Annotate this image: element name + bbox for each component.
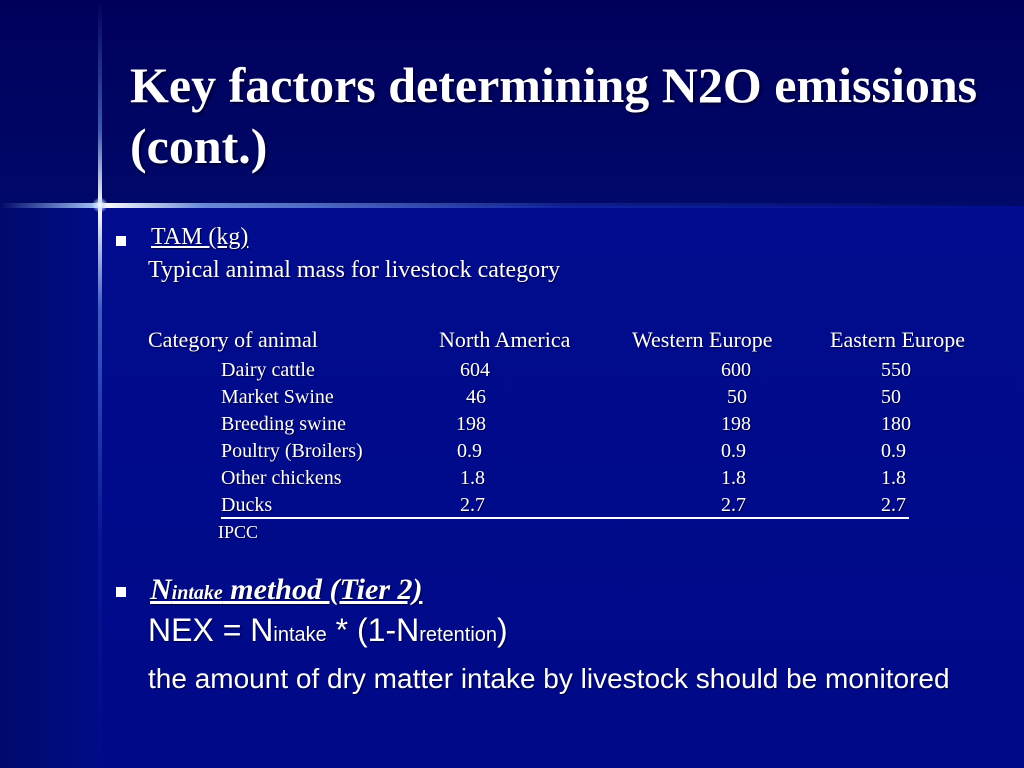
formula-mid: * (1-N [326,612,420,648]
bullet-square-icon [116,587,126,597]
nintake-heading-n: N [150,573,172,606]
formula-end: ) [497,612,508,648]
table-header-western-europe: Western Europe [632,327,773,352]
table-cell-category: Ducks [221,494,273,516]
table-cell-north-america: 604 [460,359,490,381]
nintake-heading-sub: intake [171,582,223,604]
table-cell-eastern-europe: 50 [881,386,901,408]
vertical-light-streak [98,0,102,768]
table-cell-eastern-europe: 550 [881,359,911,381]
table-cell-north-america: 46 [466,386,486,408]
table-cell-category: Other chickens [221,467,342,489]
table-cell-north-america: 0.9 [457,440,482,462]
nintake-heading-rest: method (Tier 2) [222,573,423,606]
table-cell-eastern-europe: 1.8 [881,467,906,489]
table-cell-north-america: 1.8 [460,467,485,489]
tam-heading: TAM (kg) [151,224,249,250]
table-source: IPCC [218,522,259,542]
left-band [0,206,100,768]
formula-sub-intake: intake [273,624,327,646]
table-cell-eastern-europe: 2.7 [881,494,906,516]
table-cell-category: Dairy cattle [221,359,315,381]
table-cell-western-europe: 198 [721,413,751,435]
table-cell-western-europe: 1.8 [721,467,746,489]
table-cell-north-america: 2.7 [460,494,485,516]
table-header-north-america: North America [439,327,571,352]
sparkle-icon [92,197,108,213]
bullet-square-icon [116,236,126,246]
nintake-heading: Nintake method (Tier 2) [150,573,422,607]
table-cell-eastern-europe: 180 [881,413,911,435]
table-cell-category: Poultry (Broilers) [221,440,363,462]
table-cell-category: Market Swine [221,386,334,408]
formula-prefix: NEX = N [148,612,274,648]
table-header-category: Category of animal [148,327,318,352]
title-band [0,0,1024,206]
table-cell-north-america: 198 [456,413,486,435]
table-cell-category: Breeding swine [221,413,346,435]
table-cell-western-europe: 600 [721,359,751,381]
table-header-eastern-europe: Eastern Europe [830,327,965,352]
last-row-underline [221,517,909,519]
nex-formula: NEX = Nintake * (1-Nretention) [148,612,508,649]
formula-sub-retention: retention [419,624,498,646]
slide-title: Key factors determining N2O emissions (c… [130,57,978,174]
content-band [0,206,1024,768]
table-cell-eastern-europe: 0.9 [881,440,906,462]
table-cell-western-europe: 0.9 [721,440,746,462]
horizontal-light-streak [0,203,1024,208]
table-cell-western-europe: 2.7 [721,494,746,516]
tam-description: Typical animal mass for livestock catego… [148,257,561,283]
nintake-description: the amount of dry matter intake by lives… [148,663,950,694]
table-cell-western-europe: 50 [727,386,747,408]
